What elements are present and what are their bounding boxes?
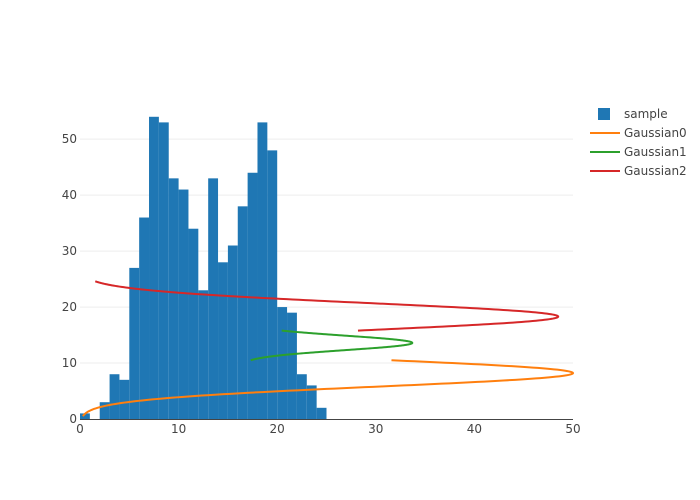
x-tick-label: 40	[467, 422, 482, 436]
series-line-gaussian1	[250, 329, 414, 362]
gaussian-curves	[82, 280, 575, 417]
legend-swatch-sample	[598, 108, 610, 120]
histogram-bar	[218, 262, 228, 419]
x-tick-label: 20	[270, 422, 285, 436]
histogram-bar	[237, 206, 248, 419]
legend-label-gaussian1: Gaussian1	[624, 145, 687, 159]
histogram-bar	[277, 307, 288, 419]
x-tick-label: 50	[565, 422, 580, 436]
histogram-bar	[119, 379, 130, 419]
histogram-bar	[316, 407, 327, 419]
x-tick-label: 0	[76, 422, 84, 436]
histogram-bar	[139, 217, 150, 419]
legend-label-gaussian0: Gaussian0	[624, 126, 687, 140]
series-line-gaussian0	[82, 359, 575, 417]
histogram-bar	[168, 178, 179, 419]
histogram-bar	[247, 172, 258, 419]
histogram-bar	[208, 178, 219, 419]
histogram-bar	[257, 122, 268, 420]
histogram-bar	[267, 150, 278, 420]
histogram-bar	[306, 385, 317, 419]
histogram-bar	[198, 290, 209, 419]
y-tick-label: 30	[62, 244, 77, 258]
legend-label-gaussian2: Gaussian2	[624, 164, 687, 178]
histogram-bar	[296, 374, 307, 419]
legend-label-sample: sample	[624, 107, 668, 121]
histogram-bar	[109, 374, 120, 419]
legend: sample Gaussian0 Gaussian1 Gaussian2	[590, 107, 687, 178]
histogram-bar	[99, 402, 110, 419]
series-line-gaussian2	[94, 280, 560, 332]
y-tick-label: 20	[62, 300, 77, 314]
histogram-bar	[287, 312, 297, 419]
y-tick-label: 0	[69, 412, 77, 426]
histogram-bar	[178, 189, 189, 419]
histogram-bar	[227, 245, 238, 419]
y-tick-label: 40	[62, 188, 77, 202]
x-tick-label: 10	[171, 422, 186, 436]
histogram-bar	[149, 116, 159, 419]
histogram-bar	[188, 228, 199, 419]
x-tick-label: 30	[368, 422, 383, 436]
histogram-bars	[80, 116, 327, 420]
y-tick-label: 50	[62, 132, 77, 146]
y-tick-label: 10	[62, 356, 77, 370]
histogram-bar	[158, 122, 169, 420]
axes: 0 10 20 30 40 50 0 10 20 30 40 50	[62, 132, 581, 436]
histogram-bar	[80, 413, 90, 419]
histogram-bar	[129, 267, 140, 419]
